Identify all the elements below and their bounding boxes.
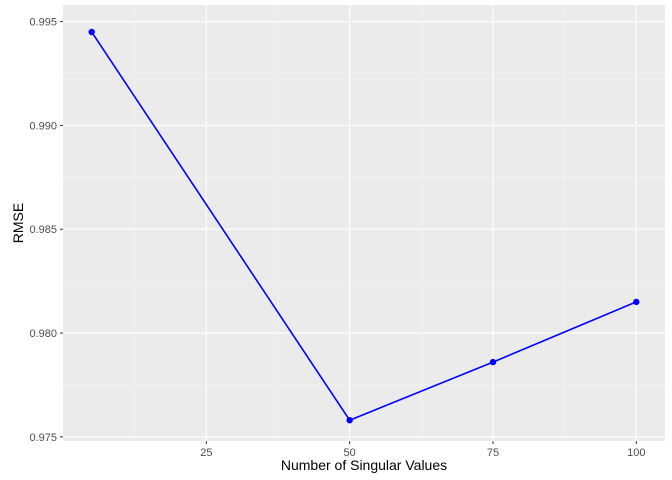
data-point [346, 417, 353, 424]
plot-panel [63, 5, 665, 441]
series-line [91, 31, 637, 422]
data-point [489, 358, 497, 366]
x-axis-title: Number of Singular Values [281, 457, 447, 473]
y-tick-label: 0.975 [29, 432, 57, 444]
x-tick-label: 50 [344, 447, 356, 459]
major-gridlines [63, 5, 665, 441]
y-tick-label: 0.985 [29, 224, 57, 236]
x-tick-label: 75 [487, 447, 499, 459]
y-tick-label: 0.990 [29, 120, 57, 132]
x-tick-label: 25 [200, 447, 212, 459]
x-tick-label: 100 [627, 447, 645, 459]
y-axis-ticks: 0.975 0.980 0.985 0.990 0.995 [29, 17, 63, 444]
data-point [633, 298, 640, 306]
x-axis-ticks: 25 50 75 100 [200, 441, 646, 459]
y-tick-label: 0.995 [29, 17, 57, 29]
y-tick-label: 0.980 [29, 328, 57, 340]
data-point [88, 28, 95, 36]
minor-gridlines [63, 5, 665, 441]
series-group [88, 28, 640, 424]
y-axis-title: RMSE [10, 203, 26, 243]
